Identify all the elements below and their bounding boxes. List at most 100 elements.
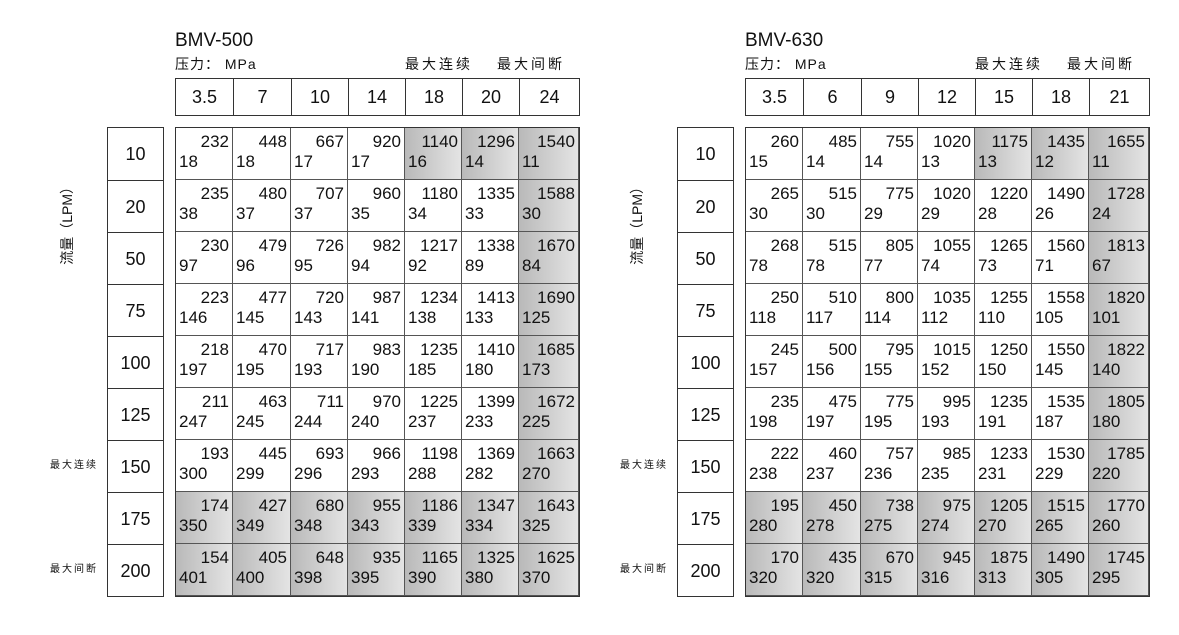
secondary-value: 282 bbox=[465, 464, 494, 483]
flow-value: 1745 bbox=[1107, 548, 1145, 567]
flow-value: 1663 bbox=[537, 444, 575, 463]
secondary-value: 316 bbox=[921, 568, 950, 587]
data-cell: 975 274 bbox=[918, 492, 975, 544]
flow-value: 1198 bbox=[421, 444, 458, 463]
flow-value: 1820 bbox=[1107, 288, 1145, 307]
flow-value: 427 bbox=[258, 496, 287, 515]
pressure-header-row: 3.5 6 9 12 15 18 21 bbox=[745, 78, 1150, 116]
secondary-value: 13 bbox=[978, 152, 997, 171]
flow-value: 479 bbox=[258, 236, 287, 255]
data-cell: 485 14 bbox=[803, 128, 861, 180]
secondary-value: 334 bbox=[465, 516, 494, 535]
data-cell: 717 193 bbox=[291, 336, 348, 388]
flow-value: 995 bbox=[942, 392, 971, 411]
secondary-value: 229 bbox=[1035, 464, 1064, 483]
data-cell: 1540 11 bbox=[519, 128, 579, 180]
secondary-value: 146 bbox=[179, 308, 208, 327]
data-cell: 515 78 bbox=[803, 232, 861, 284]
secondary-value: 195 bbox=[864, 412, 893, 431]
flow-value: 1535 bbox=[1047, 392, 1085, 411]
secondary-value: 231 bbox=[978, 464, 1007, 483]
data-cell: 448 18 bbox=[233, 128, 291, 180]
secondary-value: 305 bbox=[1035, 568, 1064, 587]
data-cell: 1325 380 bbox=[462, 544, 519, 596]
flow-value: 170 bbox=[770, 548, 799, 567]
flow-value: 1205 bbox=[990, 496, 1028, 515]
data-cell: 755 14 bbox=[861, 128, 918, 180]
secondary-value: 14 bbox=[465, 152, 484, 171]
pressure-header-cell: 3.5 bbox=[191, 87, 218, 107]
secondary-value: 247 bbox=[179, 412, 208, 431]
secondary-value: 84 bbox=[522, 256, 541, 275]
secondary-value: 140 bbox=[1092, 360, 1121, 379]
secondary-value: 118 bbox=[749, 308, 777, 327]
max-intermittent-header-label: 最大间断 bbox=[497, 56, 565, 72]
data-cell: 970 240 bbox=[348, 388, 405, 440]
flow-value: 480 bbox=[258, 184, 287, 203]
data-cell: 1643 325 bbox=[519, 492, 579, 544]
data-grid: 232 18 448 18 667 17 920 17 1140 16 1296 14 1540 11 23… bbox=[175, 127, 580, 597]
flow-value: 920 bbox=[372, 132, 401, 151]
data-cell: 500 156 bbox=[803, 336, 861, 388]
flow-value: 966 bbox=[372, 444, 401, 463]
flow-value: 680 bbox=[315, 496, 344, 515]
secondary-value: 133 bbox=[465, 308, 494, 327]
flow-value: 405 bbox=[258, 548, 287, 567]
secondary-value: 74 bbox=[921, 256, 940, 275]
data-cell: 1822 140 bbox=[1089, 336, 1149, 388]
secondary-value: 270 bbox=[522, 464, 551, 483]
flow-value: 1250 bbox=[990, 340, 1028, 359]
data-cell: 195 280 bbox=[746, 492, 803, 544]
flow-value: 1875 bbox=[990, 548, 1028, 567]
max-intermittent-side-label: 最大间断 bbox=[50, 564, 98, 575]
flow-cell: 100 bbox=[678, 336, 733, 388]
pressure-header-cell: 10 bbox=[291, 79, 348, 115]
max-intermittent-side-label: 最大间断 bbox=[620, 564, 668, 575]
flow-cell: 125 bbox=[108, 388, 163, 440]
data-cell: 1369 282 bbox=[462, 440, 519, 492]
data-cell: 1435 12 bbox=[1032, 128, 1089, 180]
flow-value: 154 bbox=[200, 548, 229, 567]
flow-value: 174 bbox=[200, 496, 229, 515]
data-cell: 720 143 bbox=[291, 284, 348, 336]
data-cell: 966 293 bbox=[348, 440, 405, 492]
secondary-value: 260 bbox=[1092, 516, 1121, 535]
flow-cell: 150 bbox=[678, 440, 733, 492]
flow-value: 515 bbox=[828, 236, 857, 255]
secondary-value: 34 bbox=[408, 204, 427, 223]
secondary-value: 173 bbox=[522, 360, 551, 379]
data-cell: 1225 237 bbox=[405, 388, 462, 440]
secondary-value: 320 bbox=[806, 568, 835, 587]
flow-value: 1822 bbox=[1107, 340, 1145, 359]
secondary-value: 114 bbox=[864, 308, 892, 327]
data-cell: 450 278 bbox=[803, 492, 861, 544]
flow-cell: 20 bbox=[108, 180, 163, 232]
secondary-value: 315 bbox=[864, 568, 893, 587]
secondary-value: 78 bbox=[806, 256, 825, 275]
flow-cell: 50 bbox=[108, 232, 163, 284]
data-cell: 1250 150 bbox=[975, 336, 1032, 388]
secondary-value: 18 bbox=[236, 152, 255, 171]
data-cell: 757 236 bbox=[861, 440, 918, 492]
flow-value: 1325 bbox=[477, 548, 515, 567]
secondary-value: 17 bbox=[351, 152, 370, 171]
secondary-value: 185 bbox=[408, 360, 437, 379]
data-cell: 1234 138 bbox=[405, 284, 462, 336]
secondary-value: 67 bbox=[1092, 256, 1111, 275]
data-cell: 1015 152 bbox=[918, 336, 975, 388]
flow-column: 10 20 50 75 100 125 150 175 200 bbox=[677, 127, 734, 597]
secondary-value: 89 bbox=[465, 256, 484, 275]
data-cell: 1550 145 bbox=[1032, 336, 1089, 388]
flow-value: 795 bbox=[885, 340, 914, 359]
data-cell: 435 320 bbox=[803, 544, 861, 596]
secondary-value: 155 bbox=[864, 360, 893, 379]
flow-value: 460 bbox=[828, 444, 857, 463]
data-cell: 427 349 bbox=[233, 492, 291, 544]
secondary-value: 29 bbox=[864, 204, 883, 223]
pressure-header-cell: 9 bbox=[861, 79, 918, 115]
secondary-value: 193 bbox=[294, 360, 323, 379]
data-cell: 648 398 bbox=[291, 544, 348, 596]
data-cell: 405 400 bbox=[233, 544, 291, 596]
secondary-value: 296 bbox=[294, 464, 323, 483]
data-cell: 218 197 bbox=[176, 336, 233, 388]
